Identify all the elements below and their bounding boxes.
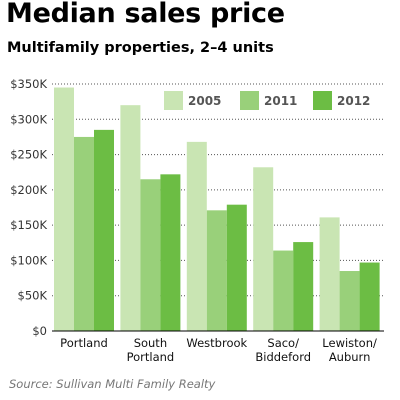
y-tick-label: $250K <box>10 148 47 162</box>
bar-2011 <box>206 210 227 331</box>
legend-label: 2005 <box>188 94 221 108</box>
source-note: Source: Sullivan Multi Family Realty <box>9 377 216 391</box>
x-category-label: Westbrook <box>186 336 247 350</box>
x-category-label: Portland <box>60 336 108 350</box>
bar-2011 <box>273 250 294 331</box>
legend-swatch-2005 <box>164 91 183 110</box>
legend-swatch-2012 <box>313 91 332 110</box>
bar-2005 <box>319 217 340 331</box>
bar-2005 <box>253 167 274 331</box>
bar-2011 <box>140 179 161 331</box>
y-tick-label: $350K <box>10 77 47 91</box>
chart-subtitle: Multifamily properties, 2–4 units <box>7 40 274 56</box>
bar-2005 <box>186 141 207 331</box>
legend-swatch-2011 <box>240 91 259 110</box>
y-tick-label: $100K <box>10 253 47 267</box>
bar-2011 <box>339 271 360 331</box>
bar-2005 <box>120 105 141 332</box>
x-category-label: Saco/Biddeford <box>255 336 311 364</box>
bar-2012 <box>293 242 314 331</box>
bar-2012 <box>160 174 181 331</box>
y-tick-label: $200K <box>10 183 47 197</box>
y-tick-label: $0 <box>32 324 47 338</box>
bar-2005 <box>54 87 74 332</box>
bar-2012 <box>94 129 114 331</box>
y-tick-label: $300K <box>10 112 47 126</box>
y-tick-label: $150K <box>10 218 47 232</box>
chart-title: Median sales price <box>6 0 285 29</box>
legend-label: 2011 <box>264 94 297 108</box>
bar-2012 <box>359 262 380 331</box>
x-category-label: South Portland <box>127 336 175 364</box>
bar-2012 <box>226 204 247 331</box>
legend-label: 2012 <box>337 94 370 108</box>
bar-2011 <box>74 136 94 331</box>
x-category-label: Lewiston/Auburn <box>322 336 377 364</box>
y-tick-label: $50K <box>18 289 48 303</box>
